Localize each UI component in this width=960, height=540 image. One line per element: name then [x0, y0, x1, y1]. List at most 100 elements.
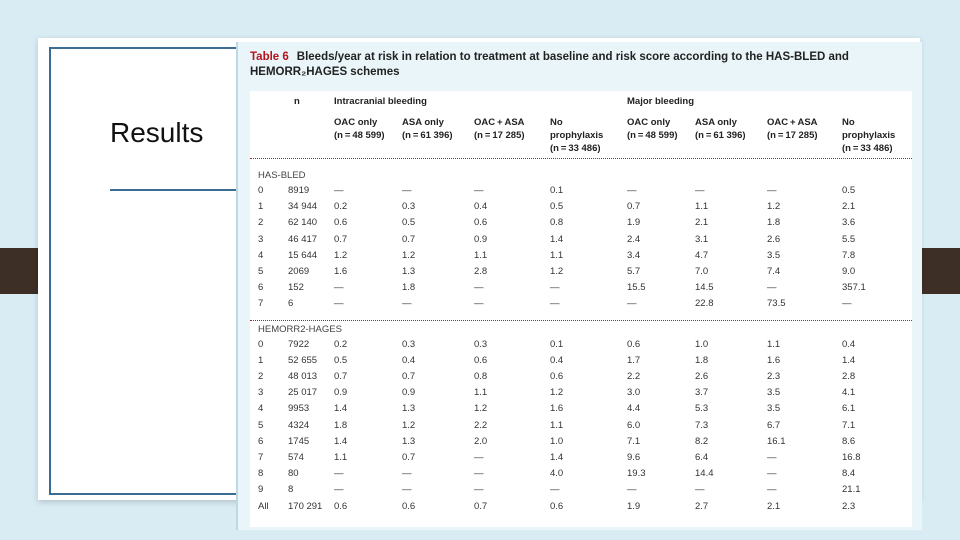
- header-intracranial: Intracranial bleeding: [334, 96, 427, 107]
- table-cell: —: [474, 298, 484, 310]
- data-table: n Intracranial bleeding Major bleeding OAC …: [250, 91, 912, 527]
- table-cell: —: [402, 185, 412, 196]
- row-score: 3: [258, 233, 264, 245]
- table-cell: 2.8: [474, 266, 488, 277]
- table-cell: 0.4: [402, 354, 416, 366]
- table-cell: 2.2: [627, 371, 641, 382]
- table-cell: 0.7: [402, 371, 416, 382]
- row-score: 2: [258, 217, 264, 229]
- table-cell: 1.2: [767, 201, 781, 213]
- header-col-label: ASA only: [695, 117, 737, 128]
- table-cell: 3.5: [767, 387, 781, 399]
- table-cell: 1.8: [402, 282, 416, 294]
- table-cell: —: [695, 484, 705, 496]
- table-cell: 1.6: [550, 403, 564, 415]
- table-cell: 7.1: [842, 419, 856, 431]
- row-score: 0: [258, 185, 264, 196]
- table-cell: 8.6: [842, 435, 856, 447]
- table-cell: 2.4: [627, 233, 641, 245]
- table-cell: 0.6: [334, 217, 348, 229]
- table-cell: 1.9: [627, 217, 641, 229]
- caption-line-1: Bleeds/year at risk in relation to treat…: [296, 51, 849, 63]
- table-cell: 0.4: [474, 201, 488, 213]
- table-cell: 0.3: [474, 338, 488, 350]
- table-cell: —: [767, 185, 777, 196]
- table-cell: 3.0: [627, 387, 641, 399]
- table-cell: —: [334, 468, 344, 480]
- table-cell: 2.3: [767, 371, 781, 382]
- table-cell: 0.8: [474, 371, 488, 382]
- table-cell: —: [627, 484, 637, 496]
- header-col-sub: (n = 17 285): [767, 130, 818, 141]
- table-cell: 7.4: [767, 266, 781, 277]
- table-cell: 0.7: [334, 371, 348, 382]
- table-cell: 5.5: [842, 233, 856, 245]
- header-col-label: No: [550, 117, 563, 128]
- section-heading: HEMORR2-HAGES: [258, 323, 342, 335]
- row-n: 170 291: [288, 500, 323, 512]
- table-cell: 2.1: [842, 201, 856, 213]
- table-cell: 4.1: [842, 387, 856, 399]
- table-cell: —: [550, 298, 560, 310]
- row-n: 8919: [288, 185, 310, 196]
- table-caption: Table 6 Bleeds/year at risk in relation t…: [250, 50, 910, 80]
- table-cell: 357.1: [842, 282, 866, 294]
- table-cell: 1.7: [627, 354, 641, 366]
- table-cell: 1.1: [550, 249, 564, 261]
- row-n: 9953: [288, 403, 310, 415]
- row-score: 4: [258, 403, 264, 415]
- row-n: 6: [288, 298, 294, 310]
- table-cell: 1.4: [334, 435, 348, 447]
- header-major: Major bleeding: [627, 96, 695, 107]
- table-cell: 1.0: [550, 435, 564, 447]
- header-n: n: [294, 96, 300, 107]
- row-score: 6: [258, 282, 264, 294]
- table-cell: 3.5: [767, 249, 781, 261]
- table-cell: 21.1: [842, 484, 861, 496]
- row-n: 4324: [288, 419, 310, 431]
- table-cell: 5.3: [695, 403, 709, 415]
- table-cell: 1.8: [334, 419, 348, 431]
- table-cell: 1.4: [550, 233, 564, 245]
- table-cell: 0.4: [842, 338, 856, 350]
- table-cell: —: [627, 298, 637, 310]
- table-cell: —: [474, 185, 484, 196]
- table-cell: 0.2: [334, 338, 348, 350]
- row-n: 62 140: [288, 217, 318, 229]
- table-cell: 1.8: [695, 354, 709, 366]
- table-cell: —: [474, 452, 484, 463]
- table-cell: 19.3: [627, 468, 646, 480]
- table-cell: —: [550, 484, 560, 496]
- row-score: 1: [258, 201, 264, 213]
- table-cell: 0.5: [842, 185, 856, 196]
- row-score: 7: [258, 452, 264, 463]
- table-cell: 0.3: [402, 338, 416, 350]
- table-panel: Table 6 Bleeds/year at risk in relation t…: [236, 42, 922, 530]
- row-n: 152: [288, 282, 304, 294]
- table-cell: —: [767, 452, 777, 463]
- header-col-label: OAC only: [334, 117, 378, 128]
- table-cell: 0.7: [627, 201, 641, 213]
- row-score: 7: [258, 298, 264, 310]
- table-cell: 0.9: [334, 387, 348, 399]
- table-cell: 0.6: [334, 500, 348, 512]
- table-cell: 1.9: [627, 500, 641, 512]
- section-heading: HAS-BLED: [258, 170, 306, 181]
- header-col-sub: prophylaxis: [550, 130, 604, 141]
- table-cell: 6.1: [842, 403, 856, 415]
- table-cell: 0.8: [550, 217, 564, 229]
- table-cell: 7.0: [695, 266, 709, 277]
- table-cell: 2.8: [842, 371, 856, 382]
- row-score: All: [258, 500, 269, 512]
- table-cell: —: [334, 298, 344, 310]
- table-cell: 0.7: [334, 233, 348, 245]
- header-col-sub: (n = 61 396): [695, 130, 746, 141]
- table-cell: 2.1: [767, 500, 781, 512]
- table-cell: 14.4: [695, 468, 714, 480]
- table-cell: 1.6: [767, 354, 781, 366]
- table-cell: 3.7: [695, 387, 709, 399]
- table-cell: 8.2: [695, 435, 709, 447]
- table-cell: —: [474, 484, 484, 496]
- table-cell: 0.6: [474, 217, 488, 229]
- header-col-sub: (n = 48 599): [627, 130, 678, 141]
